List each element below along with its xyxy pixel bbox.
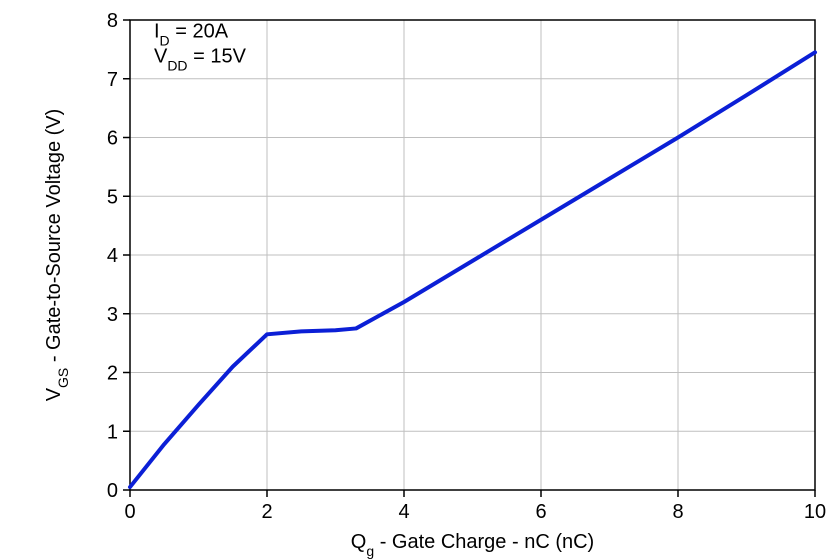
y-tick-label: 3 [107,304,118,326]
x-tick-label: 4 [398,501,409,523]
y-tick-label: 8 [107,10,118,32]
chart-svg: 0246810012345678Qg - Gate Charge - nC (n… [0,0,839,559]
y-tick-label: 4 [107,245,118,267]
x-tick-label: 2 [261,501,272,523]
y-tick-label: 0 [107,480,118,502]
chart-background [0,0,839,559]
gate-charge-chart: 0246810012345678Qg - Gate Charge - nC (n… [0,0,839,559]
y-tick-label: 7 [107,69,118,91]
x-tick-label: 10 [804,501,826,523]
y-tick-label: 1 [107,421,118,443]
y-tick-label: 6 [107,128,118,150]
y-tick-label: 2 [107,363,118,385]
x-tick-label: 8 [672,501,683,523]
y-tick-label: 5 [107,186,118,208]
x-tick-label: 6 [535,501,546,523]
x-tick-label: 0 [124,501,135,523]
